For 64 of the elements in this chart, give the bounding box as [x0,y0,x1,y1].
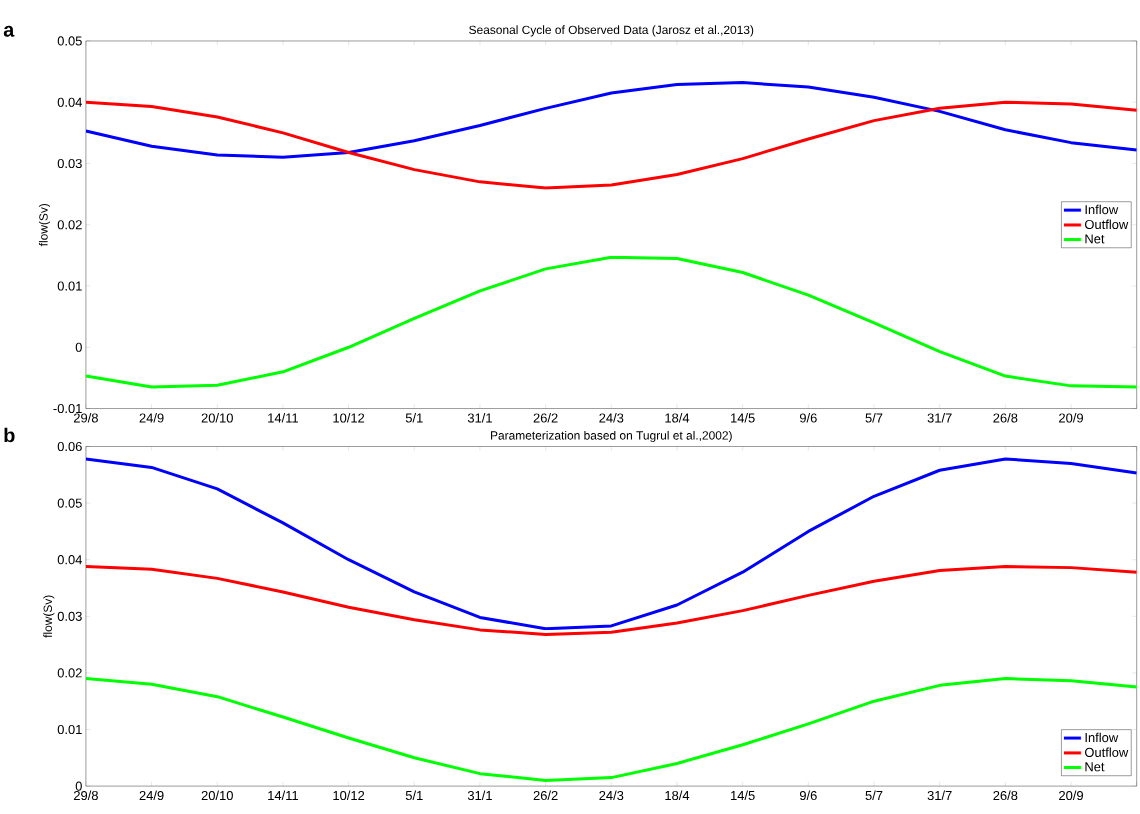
x-tick-label: 5/1 [405,790,423,801]
y-tick-label: -0.01 [53,403,82,414]
y-tick-label: 0.04 [57,555,83,565]
x-tick-label: 5/7 [865,413,883,423]
x-tick-label: 26/8 [993,413,1018,423]
y-tick-label: 0.06 [57,441,82,452]
legend-label: Net [1085,762,1105,772]
legend-label: Inflow [1085,204,1119,215]
x-tick-label: 14/5 [731,790,755,801]
legend-label: Inflow [1085,732,1119,743]
x-tick-label: 18/4 [665,413,690,423]
y-tick-label: 0.05 [57,36,82,46]
line-series [85,255,1137,389]
y-axis-title: flow(Sv) [38,203,51,247]
chart-title: Parameterization based on Tugrul et al.,2002) [491,430,732,442]
x-tick-label: 14/5 [731,413,755,423]
x-tick-label: 24/3 [599,790,624,801]
text: b [4,427,15,443]
line-series [85,457,1137,631]
y-tick-label: 0.05 [57,498,82,508]
x-tick-label: 20/10 [201,413,233,423]
y-axis-title: flow(Sv) [43,595,55,638]
x-tick-label: 24/9 [139,790,164,801]
x-tick-label: 20/10 [201,790,233,801]
x-tick-label: 18/4 [665,790,690,801]
x-tick-label: 31/1 [467,413,492,423]
y-tick-label: 0 [75,781,82,791]
x-tick-label: 29/8 [73,413,98,423]
x-tick-label: 9/6 [799,790,817,801]
x-tick-label: 10/12 [333,413,365,423]
x-tick-label: 29/8 [73,790,98,801]
y-tick-label: 0.02 [57,220,82,230]
y-tick-label: 0 [75,342,82,352]
y-tick-label: 0.03 [57,611,82,621]
x-tick-label: 31/1 [467,790,492,801]
y-tick-label: 0.02 [57,668,82,678]
x-tick-label: 26/8 [993,790,1018,801]
x-tick-label: 14/11 [268,413,299,423]
line-series [85,81,1137,159]
x-tick-label: 26/2 [533,413,558,423]
line-series [85,677,1137,782]
legend-label: Net [1085,234,1105,244]
text: a [3,25,15,37]
x-tick-label: 14/11 [268,790,299,801]
y-tick-label: 0.01 [57,281,82,291]
x-tick-label: 20/9 [1059,790,1083,801]
x-tick-label: 31/7 [927,413,952,423]
legend-label: Outflow [1085,747,1129,757]
y-tick-label: 0.04 [57,97,83,107]
line-series [85,564,1137,636]
x-tick-label: 5/1 [405,413,423,423]
x-tick-label: 20/9 [1059,413,1083,423]
line-series [85,100,1137,190]
y-tick-label: 0.03 [57,158,82,169]
x-tick-label: 9/6 [799,413,817,423]
x-tick-label: 26/2 [533,790,558,801]
chart-title: Seasonal Cycle of Observed Data (Jarosz et al.,2013) [469,25,754,37]
legend-label: Outflow [1085,219,1129,230]
x-tick-label: 24/3 [599,413,624,423]
x-tick-label: 31/7 [927,790,952,801]
x-tick-label: 5/7 [865,790,883,801]
x-tick-label: 10/12 [333,790,365,801]
y-tick-label: 0.01 [57,724,82,735]
x-tick-label: 24/9 [139,413,164,423]
